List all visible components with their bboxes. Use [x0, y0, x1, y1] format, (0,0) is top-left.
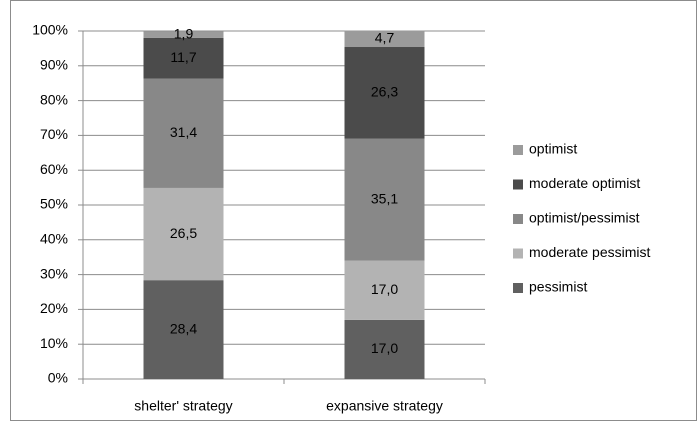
bar-segment	[143, 280, 224, 379]
legend-swatch	[513, 248, 523, 259]
y-tick-label: 70%	[40, 126, 68, 142]
y-tick-label: 80%	[40, 91, 68, 107]
legend-swatch	[513, 283, 523, 293]
bar-segment	[344, 260, 425, 320]
bar-segment	[344, 47, 425, 139]
legend-swatch	[513, 214, 523, 224]
y-tick-label: 40%	[40, 231, 68, 247]
data-label: 28,4	[170, 320, 197, 336]
bar-segment	[344, 138, 425, 261]
y-tick-label: 90%	[40, 57, 68, 73]
legend-label: optimist/pessimist	[529, 210, 640, 226]
y-tick-label: 10%	[40, 335, 68, 351]
bar-segment	[143, 31, 224, 38]
legend-swatch	[513, 145, 523, 155]
data-label: 35,1	[371, 190, 398, 206]
data-label: 17,0	[371, 340, 398, 356]
x-tick-label: shelter' strategy	[134, 398, 232, 414]
data-label: 17,0	[371, 281, 398, 297]
bar-segment	[143, 37, 224, 79]
legend-label: moderate optimist	[529, 175, 640, 191]
legend-label: pessimist	[529, 279, 587, 295]
legend-label: moderate pessimist	[529, 244, 650, 260]
bar-segment	[143, 187, 224, 281]
bar-segment	[344, 30, 425, 48]
data-label: 1,9	[174, 25, 194, 41]
data-label: 4,7	[375, 30, 395, 46]
data-label: 26,3	[371, 83, 398, 99]
y-tick-label: 30%	[40, 265, 68, 281]
bar-segment	[143, 78, 224, 188]
data-label: 11,7	[170, 49, 196, 65]
bar-segment	[344, 319, 425, 379]
legend-label: optimist	[529, 141, 577, 157]
y-tick-label: 20%	[40, 300, 68, 316]
data-label: 26,5	[170, 225, 197, 241]
data-label: 31,4	[170, 124, 197, 140]
y-tick-label: 100%	[32, 22, 68, 38]
y-tick-label: 60%	[40, 161, 68, 177]
x-tick-label: expansive strategy	[326, 398, 443, 414]
y-tick-label: 50%	[40, 196, 68, 212]
legend-swatch	[513, 179, 523, 190]
y-tick-label: 0%	[48, 370, 68, 386]
